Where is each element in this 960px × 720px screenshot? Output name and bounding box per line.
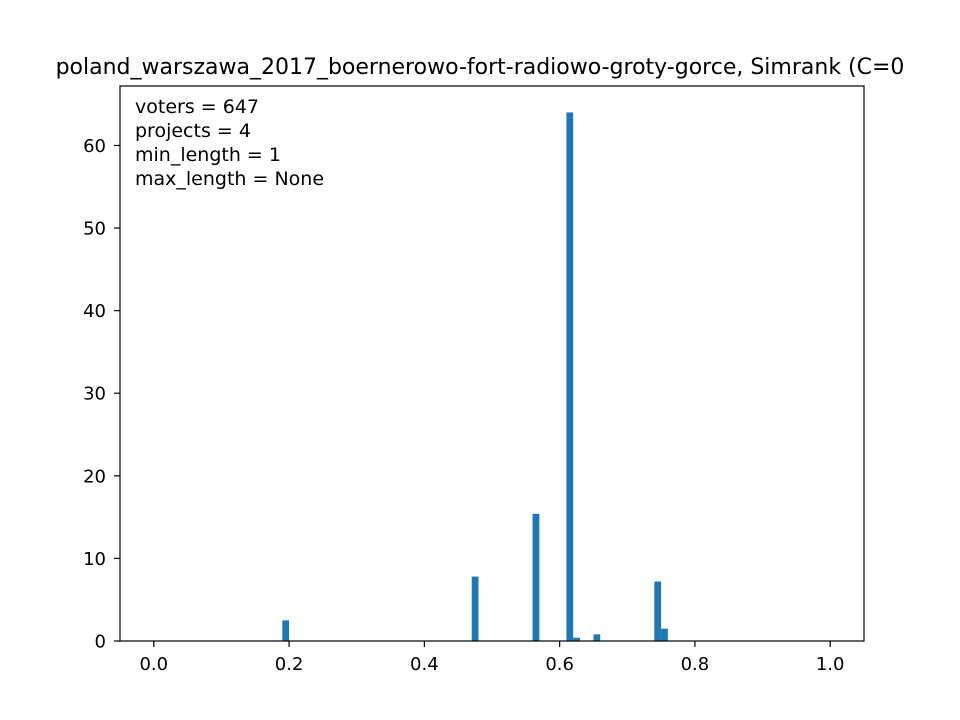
y-tick-label: 50 [83,219,106,240]
plot-frame [119,85,865,642]
stats-annotation-line: max_length = None [135,168,324,190]
y-tick-label: 40 [83,301,106,322]
x-tick-label: 0.4 [410,654,439,675]
x-axis: 0.0 0.2 0.4 0.6 0.8 1.0 [139,641,845,675]
histogram-bar [566,112,574,641]
histogram-bar [471,576,479,641]
y-tick-label: 30 [83,384,106,405]
stats-annotation-line: voters = 647 [135,96,259,118]
stats-annotation-line: min_length = 1 [135,144,281,166]
x-tick-label: 0.8 [681,654,710,675]
x-tick-label: 0.6 [545,654,574,675]
histogram-bar [654,581,662,641]
stats-annotation-line: projects = 4 [135,120,251,142]
histogram-bar [593,634,601,641]
x-tick-label: 1.0 [816,654,845,675]
bars-group [282,112,668,641]
x-tick-label: 0.2 [275,654,304,675]
y-tick-label: 20 [83,466,106,487]
chart-title: poland_warszawa_2017_boernerowo-fort-rad… [56,55,905,80]
y-tick-label: 0 [95,632,106,653]
histogram-bar [573,637,580,641]
y-tick-label: 60 [83,136,106,157]
histogram-bar [532,513,540,641]
histogram-bar [282,620,290,641]
x-tick-label: 0.0 [139,654,168,675]
histogram-bar [661,628,668,641]
y-tick-label: 10 [83,549,106,570]
y-axis: 0 10 20 30 40 50 60 [83,136,120,653]
